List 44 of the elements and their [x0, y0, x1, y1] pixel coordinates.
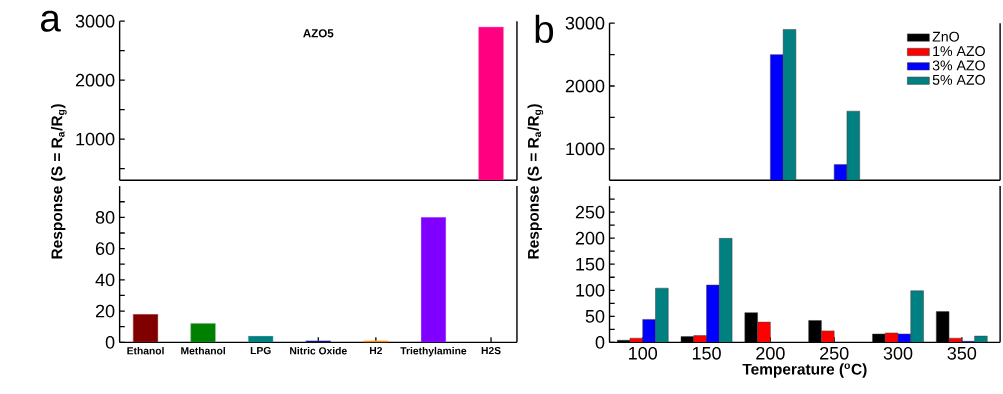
x-tick-label: Ethanol — [127, 346, 164, 355]
y-tick-label: 60 — [95, 242, 115, 255]
x-tick-label: Nitric Oxide — [290, 346, 347, 355]
y-tick-label: 1000 — [76, 132, 115, 146]
x-tick-label: 250 — [820, 346, 849, 360]
y-tick-label: 250 — [575, 205, 605, 219]
legend-label: 5% AZO — [932, 74, 985, 85]
y-tick-label: 80 — [95, 210, 115, 224]
legend-label: 3% AZO — [932, 60, 985, 71]
text: a — [41, 10, 61, 32]
y-tick-label: 2000 — [565, 79, 605, 93]
x-axis-title: Temperature ($^{o}$C) — [742, 363, 867, 378]
y-tick-label: 200 — [575, 231, 605, 245]
y-axis-title: Response (S = R$_{a}$/R$_{g}$) — [51, 103, 67, 259]
x-tick-label: LPG — [250, 346, 271, 354]
text: AZO5 — [303, 28, 334, 38]
y-tick-label: 0 — [105, 335, 115, 349]
legend-label: ZnO — [932, 31, 959, 42]
y-tick-label: 100 — [576, 283, 605, 297]
y-tick-label: 1000 — [566, 142, 605, 156]
y-tick-label: 150 — [576, 257, 605, 271]
x-tick-label: 150 — [692, 346, 721, 360]
x-tick-label: H2S — [481, 346, 501, 354]
y-axis-title: Response (S = R$_{a}$/R$_{g}$) — [527, 103, 544, 259]
y-tick-label: 3000 — [75, 14, 115, 28]
y-tick-label: 50 — [585, 309, 605, 323]
bar — [420, 216, 447, 343]
bar — [655, 287, 669, 343]
y-tick-label: 20 — [95, 304, 115, 318]
x-tick-label: Triethylamine — [400, 346, 467, 357]
x-tick-label: 300 — [883, 346, 913, 360]
bar — [910, 290, 924, 343]
x-tick-label: 200 — [756, 346, 785, 360]
x-tick-label: H2 — [369, 346, 383, 354]
y-tick-label: 3000 — [565, 16, 605, 30]
y-tick-label: 2000 — [75, 73, 115, 87]
x-tick-label: 100 — [629, 346, 658, 360]
x-tick-label: 350 — [947, 346, 977, 360]
y-tick-label: 0 — [595, 335, 605, 349]
x-tick-label: Methanol — [181, 346, 225, 355]
bar — [248, 335, 274, 343]
legend-label: 1% AZO — [933, 45, 985, 56]
y-tick-label: 40 — [95, 273, 115, 287]
text: b — [535, 14, 554, 43]
